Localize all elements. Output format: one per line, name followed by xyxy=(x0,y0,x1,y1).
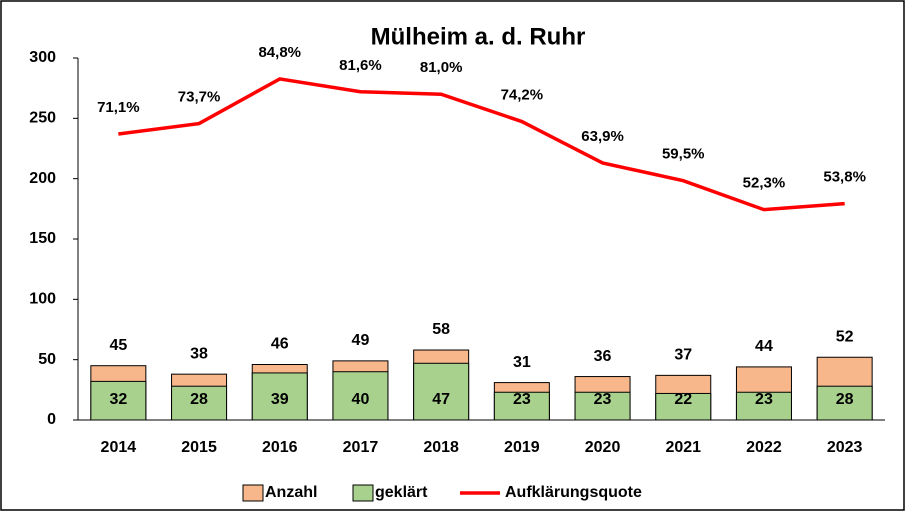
data-label: 71,1% xyxy=(97,99,140,116)
bar xyxy=(655,392,712,421)
x-tick-label: 2015 xyxy=(181,439,217,456)
data-label: 47 xyxy=(432,391,450,408)
x-tick-label: 2019 xyxy=(504,439,540,456)
bar xyxy=(332,371,389,421)
x-tick-label: 2021 xyxy=(665,439,701,456)
data-label: 74,2% xyxy=(501,87,544,104)
data-label: 81,0% xyxy=(420,59,463,76)
legend-swatch xyxy=(352,484,374,502)
y-tick-label: 300 xyxy=(29,49,56,66)
data-label: 40 xyxy=(352,391,370,408)
y-tick-label: 0 xyxy=(47,411,56,428)
data-label: 52 xyxy=(836,328,854,345)
data-label: 63,9% xyxy=(581,128,624,145)
legend-label: geklärt xyxy=(375,484,428,501)
data-label: 81,6% xyxy=(339,57,382,74)
y-tick-label: 100 xyxy=(29,291,56,308)
data-label: 44 xyxy=(755,338,773,355)
data-label: 28 xyxy=(836,391,854,408)
data-label: 49 xyxy=(352,332,370,349)
x-tick-label: 2016 xyxy=(262,439,298,456)
data-label: 45 xyxy=(109,337,127,354)
data-label: 23 xyxy=(594,391,612,408)
y-tick-label: 200 xyxy=(29,170,56,187)
data-label: 39 xyxy=(271,391,289,408)
bar xyxy=(251,372,308,421)
x-tick-label: 2023 xyxy=(827,439,863,456)
data-label: 84,8% xyxy=(258,44,301,61)
bar xyxy=(574,391,631,421)
chart-title: Mülheim a. d. Ruhr xyxy=(371,23,586,50)
data-label: 36 xyxy=(594,348,612,365)
data-label: 59,5% xyxy=(662,146,705,163)
data-label: 28 xyxy=(190,391,208,408)
x-tick-label: 2020 xyxy=(585,439,621,456)
y-tick-label: 50 xyxy=(38,351,56,368)
data-label: 38 xyxy=(190,345,208,362)
data-label: 32 xyxy=(109,391,127,408)
bar xyxy=(816,385,873,421)
data-label: 53,8% xyxy=(823,169,866,186)
y-tick-label: 150 xyxy=(29,230,56,247)
x-tick-label: 2022 xyxy=(746,439,782,456)
bar xyxy=(735,391,792,421)
data-label: 58 xyxy=(432,321,450,338)
data-label: 73,7% xyxy=(178,89,221,106)
data-label: 23 xyxy=(755,391,773,408)
data-label: 52,3% xyxy=(743,175,786,192)
bar xyxy=(413,362,470,421)
bar xyxy=(493,391,550,421)
data-label: 46 xyxy=(271,336,289,353)
x-tick-label: 2017 xyxy=(343,439,379,456)
bar xyxy=(90,380,147,421)
data-label: 31 xyxy=(513,354,531,371)
bar xyxy=(171,385,228,421)
legend-label: Aufklärungsquote xyxy=(505,484,642,501)
legend-swatch xyxy=(242,484,264,502)
line xyxy=(118,77,845,212)
x-tick-label: 2014 xyxy=(101,439,137,456)
legend-label: Anzahl xyxy=(265,484,317,501)
data-label: 23 xyxy=(513,391,531,408)
data-label: 37 xyxy=(674,347,692,364)
y-tick-label: 250 xyxy=(29,110,56,127)
x-tick-label: 2018 xyxy=(423,439,459,456)
data-label: 22 xyxy=(674,391,692,408)
